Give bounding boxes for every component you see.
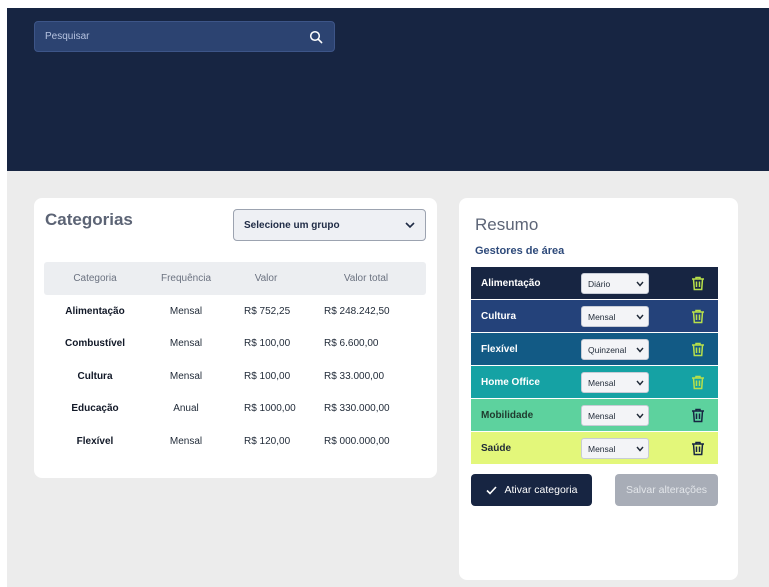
header-banner [7, 8, 769, 171]
trash-icon[interactable] [691, 408, 705, 423]
page: Categorias Selecione um grupo Categoria … [7, 8, 769, 587]
chevron-down-icon [636, 380, 644, 386]
manager-label: Saúde [481, 442, 512, 454]
row-category: Alimentação [65, 305, 125, 317]
activate-category-button[interactable]: Ativar categoria [471, 474, 592, 506]
table-header: Categoria Frequência Valor Valor total [44, 262, 426, 295]
manager-label: Home Office [481, 376, 540, 388]
manager-label: Mobilidade [481, 409, 534, 421]
trash-icon[interactable] [691, 342, 705, 357]
manager-row-saude: Saúde Mensal [471, 432, 718, 464]
row-frequency: Mensal [169, 338, 203, 350]
manager-row-flexivel: Flexível Quinzenal [471, 333, 718, 365]
manager-label: Flexível [481, 343, 518, 355]
summary-card: Resumo Gestores de área Alimentação Diár… [459, 198, 738, 580]
managers-list: Alimentação Diário Cultura Mensal Flexív… [471, 267, 718, 465]
row-frequency: Mensal [169, 370, 203, 382]
search-input[interactable] [45, 31, 308, 42]
frequency-select[interactable]: Mensal [581, 405, 649, 426]
manager-row-alimentacao: Alimentação Diário [471, 267, 718, 299]
frequency-select[interactable]: Mensal [581, 372, 649, 393]
row-frequency: Mensal [169, 435, 203, 447]
frequency-value: Quinzenal [588, 344, 627, 355]
chevron-down-icon [636, 314, 644, 320]
row-category: Combustível [64, 338, 125, 350]
chevron-down-icon [636, 281, 644, 287]
manager-row-cultura: Cultura Mensal [471, 300, 718, 332]
manager-row-home-office: Home Office Mensal [471, 366, 718, 398]
summary-title: Resumo [475, 215, 539, 234]
frequency-select[interactable]: Mensal [581, 438, 649, 459]
frequency-value: Mensal [588, 377, 616, 388]
group-select-value: Selecione um grupo [244, 219, 340, 231]
row-total: R$ 000.000,00 [324, 435, 390, 447]
frequency-value: Mensal [588, 410, 616, 421]
table-row[interactable]: Alimentação Mensal R$ 752,25 R$ 248.242,… [44, 295, 426, 328]
column-header-category: Categoria [73, 273, 117, 284]
search-bar[interactable] [34, 21, 335, 52]
row-value: R$ 120,00 [244, 435, 291, 447]
frequency-select[interactable]: Diário [581, 273, 649, 294]
row-value: R$ 1000,00 [244, 403, 296, 415]
row-frequency: Anual [173, 403, 199, 415]
manager-row-mobilidade: Mobilidade Mensal [471, 399, 718, 431]
frequency-value: Mensal [588, 311, 616, 322]
frequency-select[interactable]: Mensal [581, 306, 649, 327]
manager-label: Cultura [481, 310, 516, 322]
manager-label: Alimentação [481, 277, 541, 289]
table-row[interactable]: Flexível Mensal R$ 120,00 R$ 000.000,00 [44, 425, 426, 458]
row-category: Flexível [76, 435, 114, 447]
column-header-value: Valor [254, 273, 278, 284]
group-select[interactable]: Selecione um grupo [233, 209, 426, 241]
row-total: R$ 6.600,00 [324, 338, 379, 350]
chevron-down-icon [636, 413, 644, 419]
categories-title: Categorias [45, 210, 133, 229]
table-row[interactable]: Educação Anual R$ 1000,00 R$ 330.000,00 [44, 393, 426, 426]
chevron-down-icon [636, 347, 644, 353]
row-total: R$ 33.000,00 [324, 370, 385, 382]
trash-icon[interactable] [691, 441, 705, 456]
table-row[interactable]: Cultura Mensal R$ 100,00 R$ 33.000,00 [44, 360, 426, 393]
chevron-down-icon [405, 221, 415, 228]
row-value: R$ 100,00 [244, 338, 291, 350]
column-header-frequency: Frequência [160, 273, 212, 284]
managers-subtitle: Gestores de área [475, 245, 565, 257]
categories-card: Categorias Selecione um grupo Categoria … [34, 198, 437, 478]
save-changes-button[interactable]: Salvar alterações [615, 474, 718, 506]
trash-icon[interactable] [691, 276, 705, 291]
frequency-value: Diário [588, 278, 611, 289]
activate-category-label: Ativar categoria [504, 484, 578, 496]
row-frequency: Mensal [169, 305, 203, 317]
row-total: R$ 330.000,00 [324, 403, 390, 415]
row-value: R$ 100,00 [244, 370, 291, 382]
row-category: Cultura [77, 370, 113, 382]
row-value: R$ 752,25 [244, 305, 291, 317]
frequency-value: Mensal [588, 443, 616, 454]
table-row[interactable]: Combustível Mensal R$ 100,00 R$ 6.600,00 [44, 328, 426, 361]
trash-icon[interactable] [691, 375, 705, 390]
trash-icon[interactable] [691, 309, 705, 324]
categories-table: Categoria Frequência Valor Valor total A… [44, 262, 426, 458]
check-icon [485, 485, 497, 495]
chevron-down-icon [636, 446, 644, 452]
search-icon[interactable] [308, 29, 324, 45]
row-total: R$ 248.242,50 [324, 305, 390, 317]
column-header-total: Valor total [343, 273, 389, 284]
row-category: Educação [71, 403, 119, 415]
frequency-select[interactable]: Quinzenal [581, 339, 649, 360]
save-changes-label: Salvar alterações [625, 484, 708, 496]
